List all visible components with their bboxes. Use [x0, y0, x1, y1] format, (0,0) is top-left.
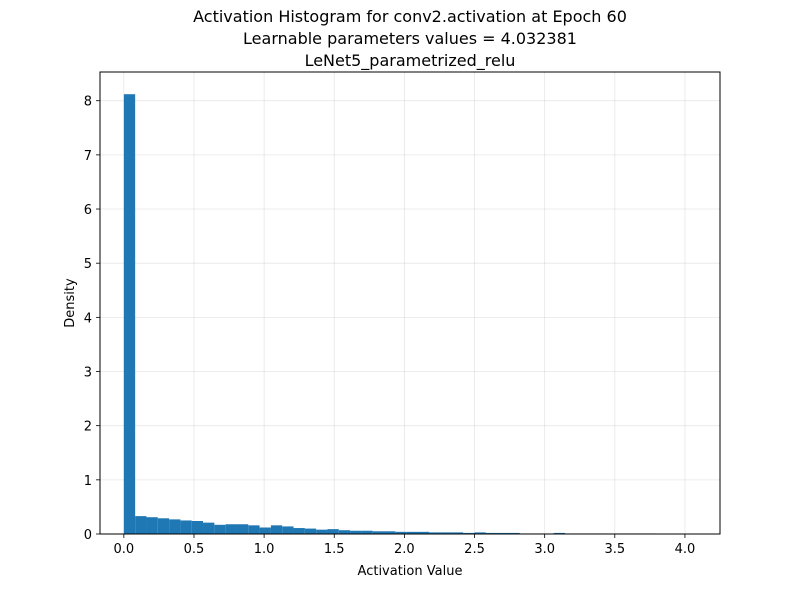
histogram-bars	[123, 94, 690, 534]
x-tick-label: 1.0	[254, 542, 275, 557]
x-tick-label: 2.5	[464, 542, 485, 557]
histogram-bar	[180, 520, 192, 534]
histogram-bar	[123, 94, 136, 534]
histogram-bar	[417, 531, 430, 534]
y-tick-label: 1	[84, 474, 92, 489]
y-tick-label: 2	[84, 420, 92, 435]
histogram-bar	[304, 528, 317, 534]
x-tick-label: 0.0	[114, 542, 135, 557]
histogram-bar	[169, 519, 181, 534]
histogram-bar	[225, 524, 237, 534]
y-tick-label: 7	[84, 149, 92, 164]
x-tick-label: 2.0	[394, 542, 415, 557]
x-tick-label: 0.5	[184, 542, 205, 557]
histogram-bar	[384, 531, 396, 534]
histogram-bar	[474, 532, 486, 534]
histogram-bar	[259, 527, 271, 534]
y-axis-ticks: 0 1 2 3 4 5 6 7 8	[84, 95, 100, 543]
y-tick-label: 3	[84, 366, 92, 381]
histogram-bar	[361, 530, 373, 534]
x-tick-label: 3.0	[534, 542, 555, 557]
x-tick-label: 1.5	[324, 542, 345, 557]
histogram-bar	[508, 532, 520, 534]
histogram-bar	[270, 525, 283, 534]
y-tick-label: 6	[84, 203, 92, 218]
histogram-bar	[203, 522, 215, 534]
chart-title-line-1: Activation Histogram for conv2.activatio…	[193, 7, 627, 26]
histogram-bar	[372, 531, 385, 534]
histogram-bar	[463, 532, 475, 534]
histogram-bar	[146, 517, 158, 534]
histogram-bar	[406, 531, 418, 534]
histogram-bar	[350, 530, 362, 534]
histogram-bar	[395, 531, 407, 534]
y-tick-label: 5	[84, 257, 92, 272]
histogram-bar	[327, 529, 339, 534]
histogram-bar	[338, 530, 351, 534]
histogram-bar	[214, 524, 226, 534]
y-axis-label: Density	[63, 278, 78, 328]
histogram-bar	[191, 521, 204, 534]
histogram-bar	[282, 526, 294, 534]
histogram-bar	[135, 516, 147, 534]
x-axis-ticks: 0.0 0.5 1.0 1.5 2.0 2.5 3.0 3.5 4.0	[114, 534, 696, 557]
x-axis-label: Activation Value	[358, 564, 463, 579]
histogram-bar	[157, 518, 170, 534]
grid-lines	[100, 72, 720, 535]
histogram-bar	[293, 528, 305, 534]
histogram-bar	[553, 532, 566, 534]
histogram-bar	[440, 532, 452, 534]
histogram-bar	[451, 532, 464, 534]
x-tick-label: 4.0	[675, 542, 696, 557]
plot-frame	[99, 71, 721, 535]
y-tick-label: 8	[84, 95, 92, 110]
histogram-bar	[497, 532, 509, 534]
y-tick-label: 0	[84, 528, 92, 543]
histogram-bar	[316, 529, 328, 534]
chart-title-line-2: Learnable parameters values = 4.032381	[243, 29, 577, 48]
chart-title-line-3: LeNet5_parametrized_relu	[305, 51, 516, 71]
histogram-bar	[248, 525, 260, 534]
histogram-bar	[485, 532, 498, 534]
x-tick-label: 3.5	[604, 542, 625, 557]
histogram-bar	[429, 532, 441, 534]
histogram-bar	[236, 524, 249, 534]
y-tick-label: 4	[84, 311, 92, 326]
